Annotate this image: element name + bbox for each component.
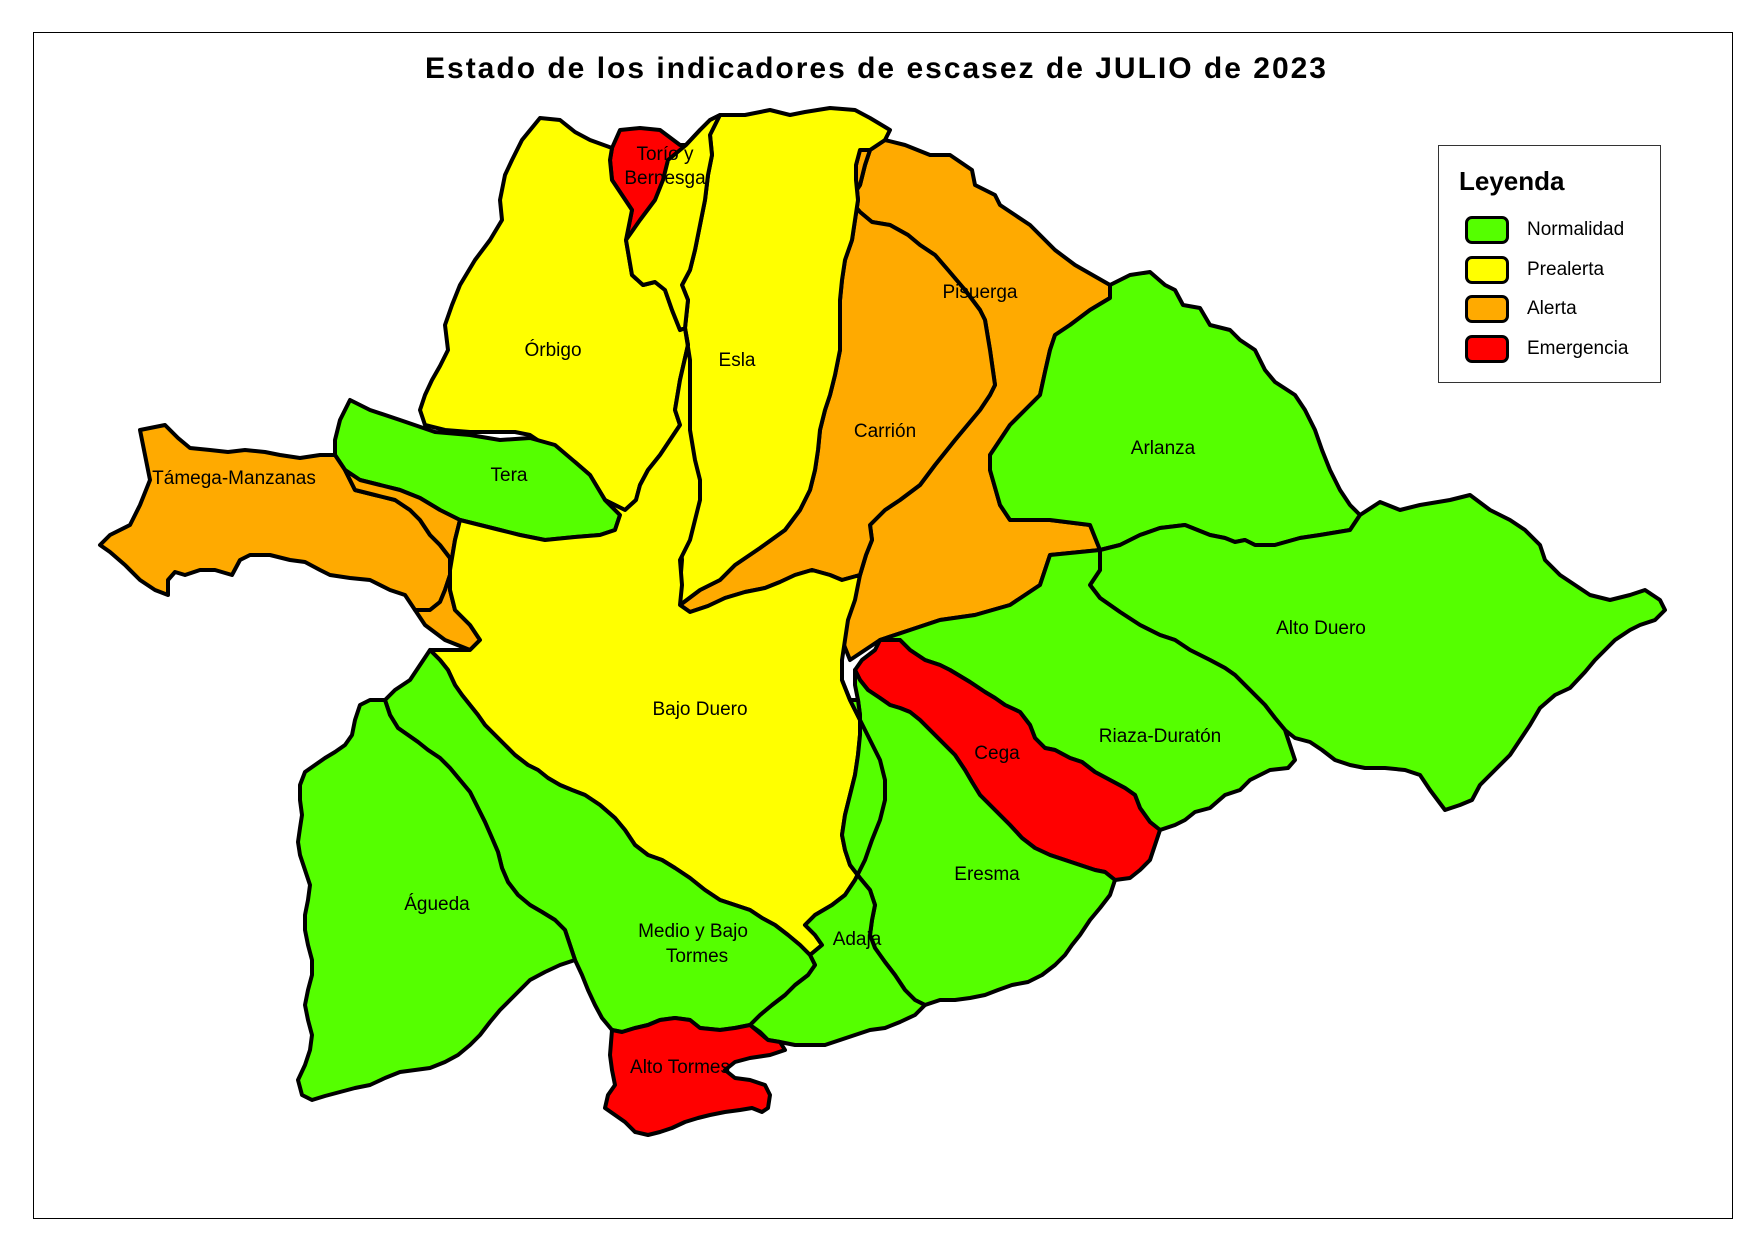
basin-tamega-manzanas[interactable] (98, 423, 452, 612)
label-medio-bajo-tormes-line2: Tormes (666, 946, 728, 967)
legend-label-normalidad: Normalidad (1527, 219, 1625, 240)
legend-title: Leyenda (1459, 166, 1565, 196)
basin-alto-duero[interactable] (1088, 493, 1667, 812)
label-riaza-duraton: Riaza-Duratón (1099, 726, 1222, 747)
legend-item-alerta: Alerta (1465, 292, 1577, 326)
label-medio-bajo-tormes-line1: Medio y Bajo (638, 921, 748, 942)
label-torio-bernesga-line2: Bernesga (624, 168, 706, 189)
basin-alto-tormes[interactable] (603, 1016, 787, 1137)
label-bajo-duero: Bajo Duero (652, 699, 747, 720)
legend-item-emergencia: Emergencia (1465, 332, 1628, 366)
label-alto-tormes: Alto Tormes (630, 1057, 730, 1078)
basin-adaja[interactable] (748, 678, 927, 1047)
legend-label-alerta: Alerta (1527, 298, 1577, 319)
label-esla: Esla (719, 350, 756, 371)
map-title: Estado de los indicadores de escasez de … (425, 52, 1328, 85)
map-frame (33, 32, 1733, 1219)
label-adaja: Adaja (833, 929, 882, 950)
legend-label-emergencia: Emergencia (1527, 338, 1629, 359)
label-alto-duero: Alto Duero (1276, 618, 1366, 639)
label-pisuerga: Pisuerga (943, 282, 1018, 303)
legend-swatch-emergencia (1465, 335, 1509, 363)
legend-swatch-normalidad (1465, 216, 1509, 244)
label-tamega-manzanas: Támega-Manzanas (152, 468, 316, 489)
label-eresma: Eresma (954, 864, 1020, 885)
label-orbigo: Órbigo (524, 339, 581, 361)
basin-agueda[interactable] (296, 698, 577, 1102)
label-carrion: Carrión (854, 421, 916, 442)
legend-label-prealerta: Prealerta (1527, 259, 1605, 280)
label-cega: Cega (974, 743, 1020, 764)
legend-swatch-prealerta (1465, 256, 1509, 284)
label-torio-bernesga-line1: Torío y (636, 144, 694, 165)
label-tera: Tera (491, 465, 528, 486)
basin-alerta-strip[interactable] (343, 468, 482, 652)
label-arlanza: Arlanza (1131, 438, 1196, 459)
label-agueda: Águeda (404, 894, 470, 915)
legend-item-prealerta: Prealerta (1465, 253, 1604, 287)
legend-item-normalidad: Normalidad (1465, 213, 1624, 247)
legend-swatch-alerta (1465, 295, 1509, 323)
legend: Leyenda Normalidad Prealerta Alerta Emer… (1438, 145, 1661, 383)
